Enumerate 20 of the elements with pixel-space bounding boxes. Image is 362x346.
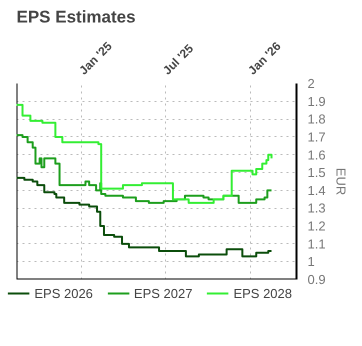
y-tick-label: 1.7 <box>308 129 326 144</box>
legend-label: EPS 2026 <box>34 286 93 300</box>
y-tick-label: 1.2 <box>308 218 326 234</box>
y-tick-label: 1.5 <box>308 165 326 180</box>
y-tick-label: 1.8 <box>308 112 326 127</box>
chart-title: EPS Estimates <box>16 8 136 26</box>
x-tick-label: Jan '25 <box>76 38 115 78</box>
y-tick-label: 1.6 <box>308 147 326 162</box>
y-tick-label: 1.3 <box>308 200 326 216</box>
x-tick-label: Jan '26 <box>245 38 284 78</box>
y-tick-label: 2 <box>308 76 315 91</box>
legend-label: EPS 2027 <box>134 286 192 300</box>
y-tick-label: 1 <box>308 254 315 270</box>
y-tick-label: 1.9 <box>308 94 326 109</box>
y-axis-title: EUR <box>334 168 349 196</box>
y-tick-label: 0.9 <box>308 272 326 287</box>
legend-label: EPS 2028 <box>233 286 292 300</box>
x-tick-label: Jul '25 <box>160 41 196 78</box>
y-tick-label: 1.4 <box>308 182 326 198</box>
y-tick-label: 1.1 <box>308 236 326 252</box>
